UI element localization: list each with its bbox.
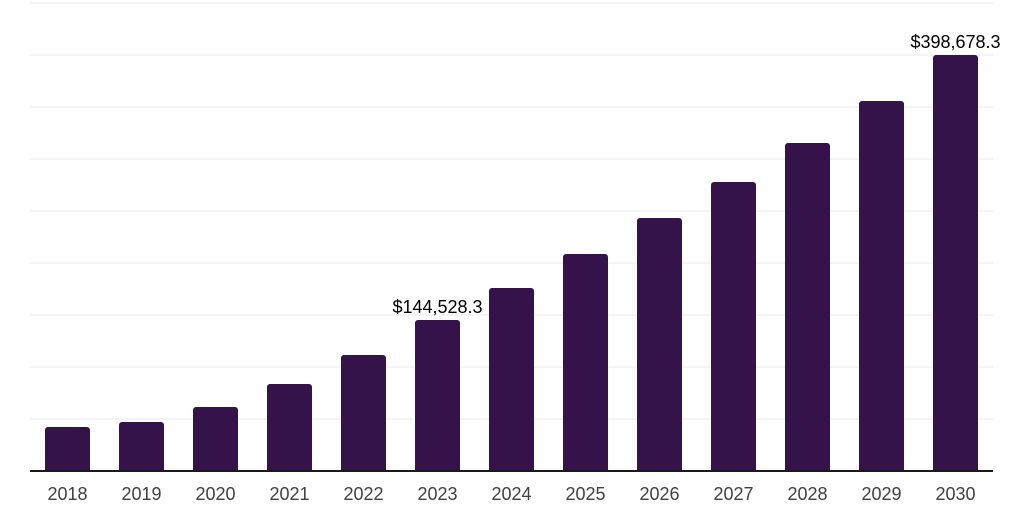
x-tick-2023: 2023 [417,484,458,504]
plot-area: $144,528.3 $398,678.3 [30,2,1001,470]
gridline [30,2,993,4]
value-label-2023: $144,528.3 [392,296,483,317]
bar-2019 [119,421,164,470]
value-label-2030: $398,678.3 [910,32,1001,53]
x-tick-2029: 2029 [861,484,902,504]
bar-2029 [859,101,904,470]
x-tick-2025: 2025 [565,484,606,504]
x-tick-2019: 2019 [121,484,162,504]
bar-2018 [45,427,90,470]
gridline [30,210,993,212]
bar-2023 [415,319,460,470]
x-tick-2024: 2024 [491,484,532,504]
x-tick-2020: 2020 [195,484,236,504]
bar-2024 [489,287,534,470]
x-tick-2026: 2026 [639,484,680,504]
bar-2028 [785,143,830,470]
bar-2022 [341,354,386,470]
bar-2021 [267,383,312,470]
x-tick-2027: 2027 [713,484,754,504]
x-tick-2021: 2021 [269,484,310,504]
bar-2030 [933,55,978,470]
x-axis-line [30,470,993,472]
x-tick-2028: 2028 [787,484,828,504]
gridline [30,106,993,108]
gridline [30,54,993,56]
bar-2020 [193,406,238,470]
x-axis-tick-labels: 2018 2019 2020 2021 2022 2023 2024 2025 2026 2027… [30,484,993,506]
x-tick-2022: 2022 [343,484,384,504]
gridline [30,158,993,160]
x-tick-2030: 2030 [935,484,976,504]
gridline [30,262,993,264]
x-tick-2018: 2018 [47,484,88,504]
bar-2025 [563,253,608,470]
bar-2027 [711,182,756,470]
bar-2026 [637,218,682,470]
